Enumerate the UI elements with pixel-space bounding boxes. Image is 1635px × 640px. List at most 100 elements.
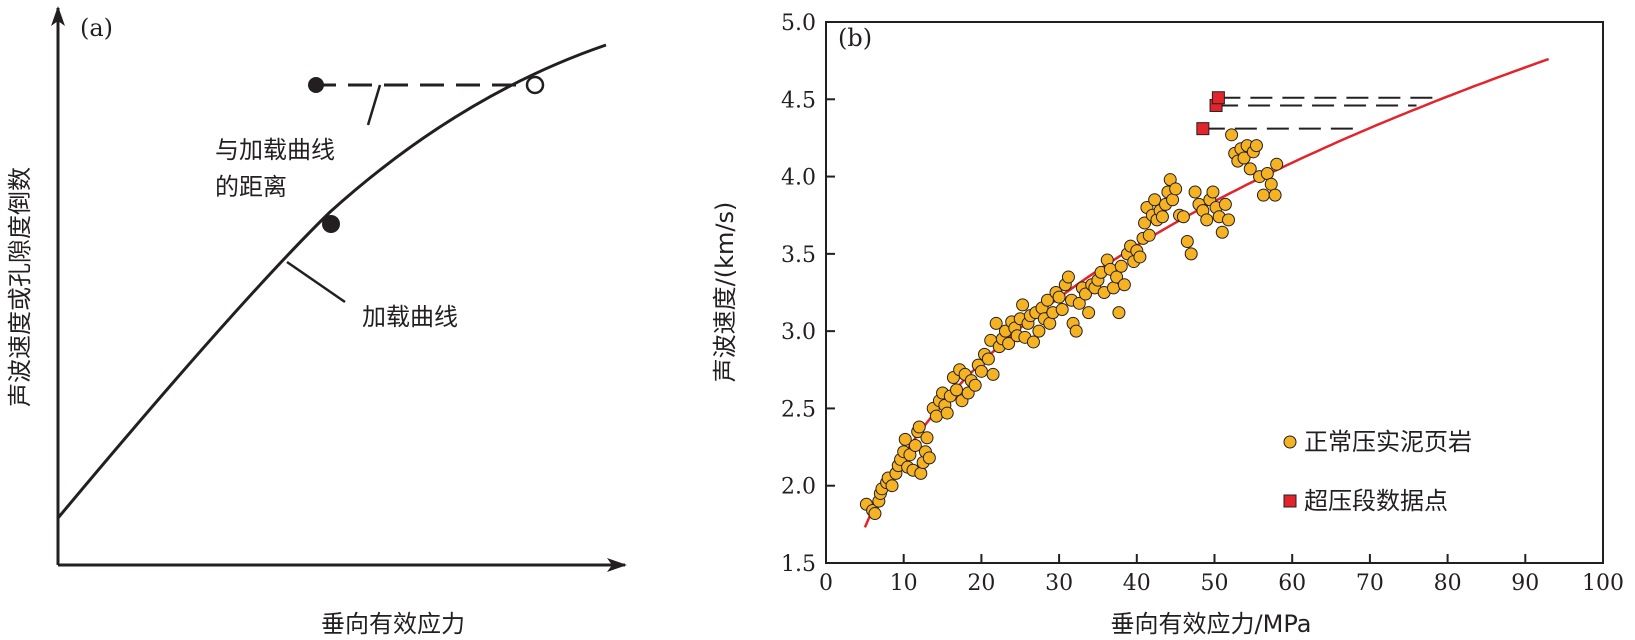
panel-a-normal-point bbox=[322, 215, 340, 233]
y-tick-label: 2.5 bbox=[781, 397, 816, 422]
legend-overpressure-label: 超压段数据点 bbox=[1304, 487, 1448, 515]
y-tick-label: 4.5 bbox=[781, 88, 816, 113]
normal-point bbox=[1043, 316, 1057, 330]
normal-point bbox=[1260, 166, 1274, 180]
normal-point bbox=[898, 432, 912, 446]
normal-point bbox=[1133, 250, 1147, 264]
normal-point bbox=[922, 451, 936, 465]
panel-a-distance-label-line2: 的距离 bbox=[215, 173, 287, 201]
normal-point bbox=[1256, 188, 1270, 202]
normal-point bbox=[968, 378, 982, 392]
legend-overpressure-marker bbox=[1283, 494, 1297, 508]
x-tick-label: 20 bbox=[967, 571, 995, 596]
normal-point bbox=[1016, 298, 1030, 312]
y-ticks: 1.5 2.0 2.5 3.0 3.5 4.0 4.5 5.0 bbox=[781, 11, 835, 577]
x-tick-label: 30 bbox=[1045, 571, 1073, 596]
normal-point bbox=[1052, 290, 1066, 304]
normal-point bbox=[1069, 324, 1083, 338]
panel-a-distance-leader bbox=[366, 84, 382, 126]
panel-b: (b) 1.5 2.0 2.5 3.0 3.5 4.0 4.5 5.0 0 10 20 30 40 50… bbox=[711, 11, 1624, 638]
x-tick-label: 40 bbox=[1123, 571, 1151, 596]
overpressure-point bbox=[1211, 91, 1225, 105]
normal-point bbox=[1200, 213, 1214, 227]
x-tick-label: 50 bbox=[1201, 571, 1229, 596]
y-axis-title: 声波速度/(km/s) bbox=[711, 202, 739, 383]
normal-point bbox=[1110, 270, 1124, 284]
overpressure-points bbox=[1196, 91, 1225, 136]
normal-point bbox=[1166, 193, 1180, 207]
normal-point bbox=[920, 431, 934, 445]
normal-point bbox=[868, 507, 882, 521]
y-tick-label: 4.0 bbox=[781, 166, 816, 191]
normal-point bbox=[1114, 259, 1128, 273]
x-tick-label: 100 bbox=[1582, 571, 1624, 596]
normal-point bbox=[1184, 247, 1198, 261]
normal-point bbox=[1180, 234, 1194, 248]
normal-point bbox=[1176, 210, 1190, 224]
x-tick-label: 60 bbox=[1278, 571, 1306, 596]
panel-a-label: (a) bbox=[80, 14, 113, 42]
panel-a-distance-label-line1: 与加载曲线 bbox=[215, 136, 335, 164]
normal-point bbox=[1270, 157, 1284, 171]
y-tick-label: 3.5 bbox=[781, 243, 816, 268]
legend: 正常压实泥页岩 超压段数据点 bbox=[1283, 428, 1472, 515]
normal-point bbox=[986, 367, 1000, 381]
normal-point bbox=[912, 420, 926, 434]
normal-point bbox=[1218, 197, 1232, 211]
normal-point bbox=[1215, 225, 1229, 239]
normal-point bbox=[1112, 306, 1126, 320]
normal-point bbox=[1264, 177, 1278, 191]
normal-point bbox=[1055, 303, 1069, 317]
normal-point bbox=[1268, 188, 1282, 202]
normal-point bbox=[1249, 139, 1263, 153]
y-tick-label: 5.0 bbox=[781, 11, 816, 36]
y-tick-label: 3.0 bbox=[781, 320, 816, 345]
y-tick-label: 1.5 bbox=[781, 552, 816, 577]
panel-a-projected-point bbox=[525, 75, 545, 95]
normal-point bbox=[1225, 128, 1239, 142]
normal-point bbox=[1188, 185, 1202, 199]
panel-a: (a) 与加载曲线 的距离 加载曲线 声波速度或孔隙度倒数 垂向有效应力 bbox=[6, 6, 627, 638]
normal-point bbox=[1206, 185, 1220, 199]
normal-point bbox=[950, 383, 964, 397]
normal-point bbox=[981, 352, 995, 366]
normal-point bbox=[1142, 228, 1156, 242]
overpressure-point bbox=[1196, 122, 1210, 136]
panel-a-y-axis-title: 声波速度或孔隙度倒数 bbox=[6, 167, 34, 407]
loading-curve-distances bbox=[1202, 96, 1440, 130]
normal-point bbox=[1169, 182, 1183, 196]
normal-point bbox=[929, 409, 943, 423]
normal-point bbox=[1032, 324, 1046, 338]
panel-a-curve-leader bbox=[286, 260, 346, 304]
x-tick-label: 90 bbox=[1511, 571, 1539, 596]
panel-b-label: (b) bbox=[838, 24, 872, 52]
legend-normal-marker bbox=[1283, 435, 1297, 449]
normal-point bbox=[1106, 281, 1120, 295]
x-tick-label: 80 bbox=[1434, 571, 1462, 596]
normal-point bbox=[1237, 151, 1251, 165]
normal-point bbox=[940, 406, 954, 420]
normal-point bbox=[1082, 306, 1096, 320]
normal-point bbox=[1079, 287, 1093, 301]
x-ticks: 0 10 20 30 40 50 60 70 80 90 100 bbox=[819, 554, 1624, 596]
normal-point bbox=[1061, 270, 1075, 284]
normal-point bbox=[1026, 335, 1040, 349]
panel-a-loading-curve bbox=[56, 43, 607, 519]
normal-point bbox=[1243, 162, 1257, 176]
panel-a-x-axis-title: 垂向有效应力 bbox=[321, 610, 465, 638]
normal-point bbox=[1117, 278, 1131, 292]
normal-point bbox=[974, 364, 988, 378]
normal-point bbox=[1138, 216, 1152, 230]
normal-point bbox=[1148, 193, 1162, 207]
normal-point bbox=[1221, 213, 1235, 227]
normal-point bbox=[908, 439, 922, 453]
x-tick-label: 10 bbox=[890, 571, 918, 596]
legend-normal-label: 正常压实泥页岩 bbox=[1304, 428, 1472, 456]
panel-a-curve-label: 加载曲线 bbox=[362, 303, 458, 331]
normal-point bbox=[914, 466, 928, 480]
normal-point bbox=[1072, 296, 1086, 310]
normal-point bbox=[885, 479, 899, 493]
x-tick-label: 0 bbox=[819, 571, 833, 596]
y-tick-label: 2.0 bbox=[781, 475, 816, 500]
